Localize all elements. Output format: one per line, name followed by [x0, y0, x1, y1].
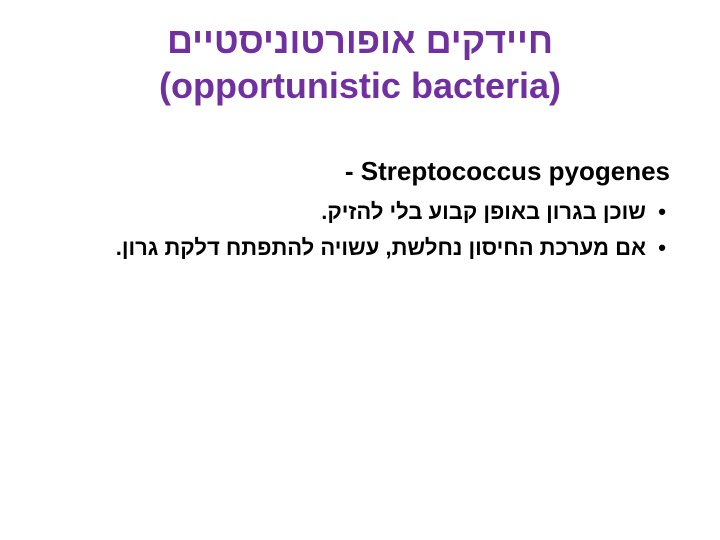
title-line-2: (opportunistic bacteria) — [50, 63, 670, 108]
slide-title: חיידקים אופורטוניסטיים (opportunistic ba… — [50, 18, 670, 108]
subheading: Streptococcus pyogenes - — [50, 156, 670, 187]
title-line-1: חיידקים אופורטוניסטיים — [50, 18, 670, 63]
slide: חיידקים אופורטוניסטיים (opportunistic ba… — [0, 0, 720, 540]
list-item: שוכן בגרון באופן קבוע בלי להזיק. — [50, 197, 670, 227]
bullet-list: שוכן בגרון באופן קבוע בלי להזיק. אם מערכ… — [50, 197, 670, 262]
list-item: אם מערכת החיסון נחלשת, עשויה להתפתח דלקת… — [50, 233, 670, 263]
